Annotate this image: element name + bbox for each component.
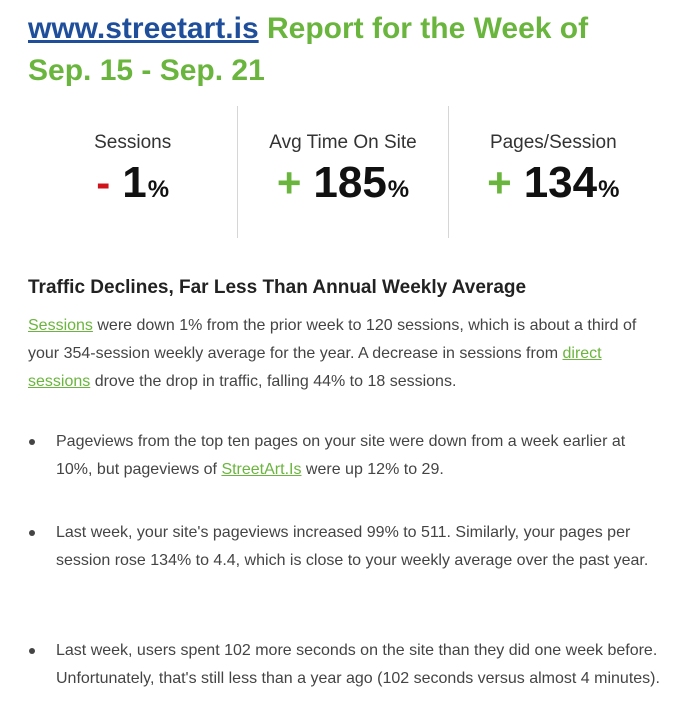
list-item: Last week, users spent 102 more seconds … (28, 637, 668, 693)
section-heading: Traffic Declines, Far Less Than Annual W… (28, 277, 527, 298)
streetart-link[interactable]: StreetArt.Is (221, 461, 302, 478)
metric-value: +185% (238, 160, 447, 216)
summary-paragraph: Sessions were down 1% from the prior wee… (28, 312, 668, 396)
metrics-summary: Sessions -1% Avg Time On Site +185% Page… (28, 106, 658, 238)
sessions-link[interactable]: Sessions (28, 317, 93, 334)
report-title: www.streetart.is Report for the Week of … (28, 8, 658, 92)
percent-unit: % (147, 176, 170, 203)
metric-pages-per-session: Pages/Session +134% (447, 106, 658, 238)
bullet-icon (29, 439, 35, 445)
paragraph-text: were down 1% from the prior week to 120 … (28, 317, 637, 362)
metric-avg-time-on-site: Avg Time On Site +185% (237, 106, 447, 238)
paragraph-text: drove the drop in traffic, falling 44% t… (90, 373, 457, 390)
metric-label: Pages/Session (489, 132, 617, 153)
bullet-icon (29, 530, 35, 536)
metric-label: Avg Time On Site (269, 132, 417, 153)
plus-sign: + (487, 159, 512, 206)
metric-sessions: Sessions -1% (28, 106, 237, 238)
percent-unit: % (387, 176, 410, 203)
metric-number: 134 (523, 158, 598, 207)
metric-label: Sessions (94, 132, 172, 153)
list-item-text: Pageviews from the top ten pages on your… (56, 433, 626, 478)
metric-number: 185 (313, 158, 387, 207)
metric-value: +134% (449, 160, 658, 216)
list-item-text: Last week, your site's pageviews increas… (56, 524, 649, 569)
site-link[interactable]: www.streetart.is (28, 12, 259, 45)
metric-value: -1% (28, 160, 237, 216)
list-item: Last week, your site's pageviews increas… (28, 519, 668, 575)
plus-sign: + (276, 159, 302, 206)
metric-number: 1 (122, 158, 147, 207)
minus-sign: - (96, 159, 111, 206)
report-title-text: Report for the Week of Sep. 15 - Sep. 21 (28, 12, 589, 87)
bullet-icon (29, 648, 35, 654)
direct-sessions-link[interactable]: direct sessions (28, 345, 602, 390)
percent-unit: % (598, 176, 620, 203)
list-item-text: Last week, users spent 102 more seconds … (56, 642, 660, 687)
list-item: Pageviews from the top ten pages on your… (28, 428, 668, 484)
